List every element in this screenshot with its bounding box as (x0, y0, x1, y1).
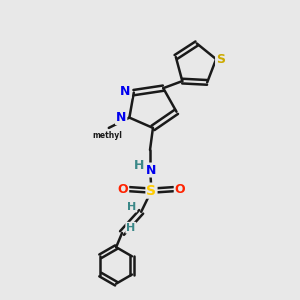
Text: S: S (146, 184, 157, 198)
Text: N: N (146, 164, 157, 176)
Text: H: H (126, 223, 136, 233)
Text: N: N (120, 85, 131, 98)
Text: O: O (175, 183, 185, 196)
Text: S: S (216, 52, 225, 66)
Text: H: H (134, 159, 144, 172)
Text: N: N (116, 111, 126, 124)
Text: O: O (118, 183, 128, 196)
Text: H: H (127, 202, 136, 212)
Text: methyl: methyl (92, 131, 122, 140)
